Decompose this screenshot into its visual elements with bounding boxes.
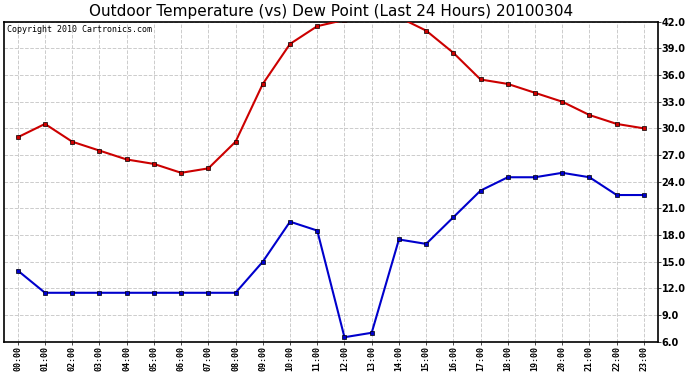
Text: Copyright 2010 Cartronics.com: Copyright 2010 Cartronics.com bbox=[8, 25, 152, 34]
Title: Outdoor Temperature (vs) Dew Point (Last 24 Hours) 20100304: Outdoor Temperature (vs) Dew Point (Last… bbox=[89, 4, 573, 19]
